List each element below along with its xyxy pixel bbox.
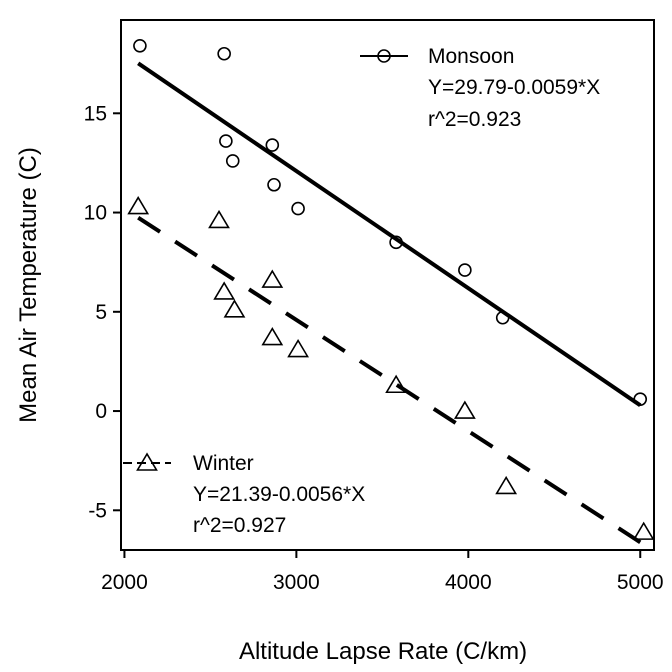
monsoon-point (389, 235, 403, 250)
data-points (127, 39, 655, 540)
y-tick-label: 5 (95, 301, 107, 324)
monsoon-legend-equation: Y=29.79-0.0059*X (428, 76, 600, 99)
winter-legend-marker (136, 452, 158, 471)
winter-point (208, 209, 230, 229)
x-tick-label: 4000 (445, 571, 492, 594)
monsoon-fit-line (137, 61, 642, 407)
winter-point (385, 374, 408, 394)
y-axis: -5 0 5 10 15 (84, 102, 121, 522)
fit-lines (137, 61, 642, 544)
winter-point (261, 327, 284, 346)
winter-point (495, 475, 518, 495)
winter-legend-label: Winter (193, 452, 254, 475)
monsoon-point (633, 392, 648, 406)
monsoon-point (265, 138, 280, 152)
winter-point (213, 281, 236, 300)
monsoon-legend-marker (377, 49, 391, 63)
y-tick-label: 10 (84, 202, 107, 225)
y-axis-title: Mean Air Temperature (C) (15, 147, 42, 423)
winter-fit-line (137, 215, 642, 544)
monsoon-point (133, 39, 147, 53)
legends: Monsoon Y=29.79-0.0059*X r^2=0.923 Winter Y=… (123, 45, 600, 537)
monsoon-point (267, 177, 281, 192)
monsoon-point (458, 263, 472, 277)
winter-point (127, 196, 150, 215)
monsoon-point (219, 134, 233, 148)
monsoon-legend-label: Monsoon (428, 45, 514, 68)
x-axis: 2000 3000 4000 5000 (101, 550, 664, 594)
winter-legend-equation: Y=21.39-0.0056*X (193, 483, 365, 506)
monsoon-point (291, 201, 305, 216)
winter-point (287, 338, 309, 358)
x-axis-title: Altitude Lapse Rate (C/km) (239, 638, 527, 665)
y-tick-label: -5 (88, 499, 107, 522)
winter-point (223, 299, 246, 318)
y-tick-label: 15 (84, 102, 107, 125)
winter-legend-r2: r^2=0.927 (193, 514, 286, 537)
winter-point (453, 400, 476, 419)
monsoon-legend-r2: r^2=0.923 (428, 108, 521, 131)
plot-frame (120, 19, 655, 551)
winter-point (261, 269, 284, 288)
monsoon-point (225, 154, 240, 168)
monsoon-point (495, 310, 510, 325)
winter-point (632, 521, 655, 540)
x-tick-label: 2000 (101, 571, 148, 594)
y-tick-label: 0 (95, 400, 107, 423)
x-tick-label: 3000 (273, 571, 320, 594)
monsoon-point (217, 46, 231, 61)
x-tick-label: 5000 (617, 571, 664, 594)
